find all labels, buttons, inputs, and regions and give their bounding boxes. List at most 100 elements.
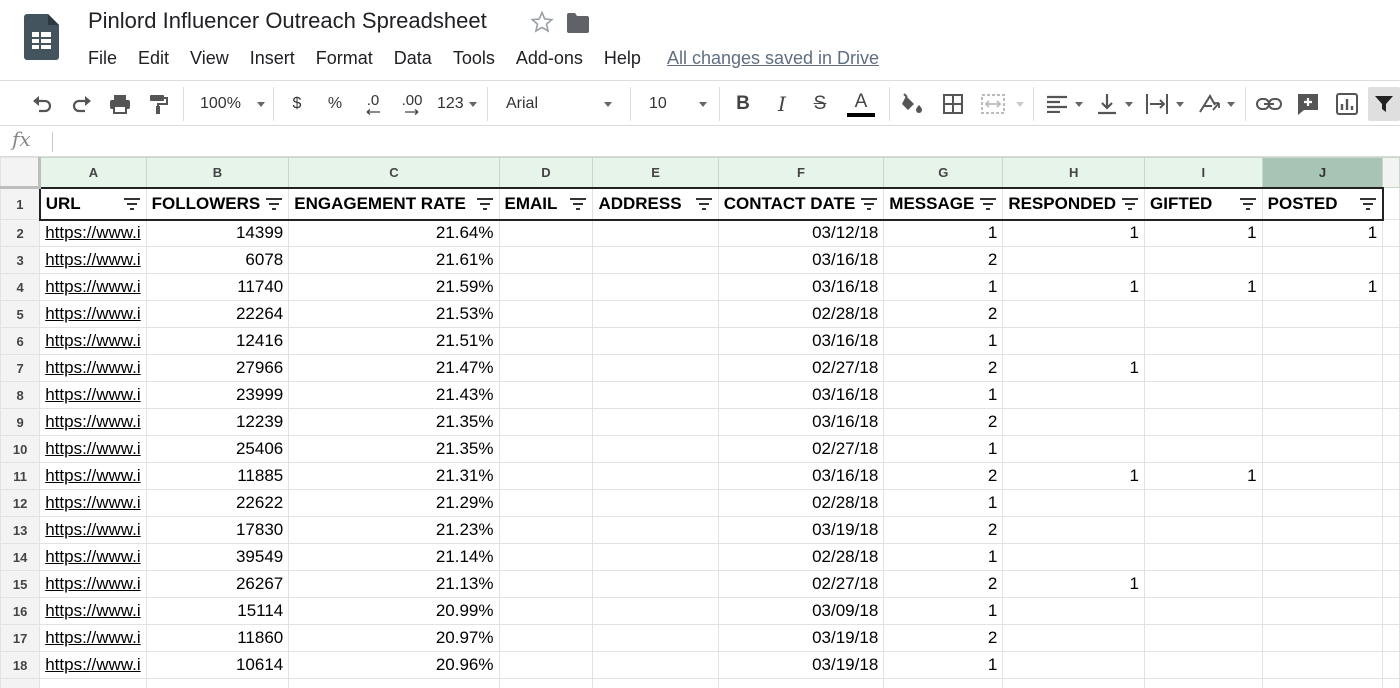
filter-sort-icon[interactable] (695, 197, 713, 211)
table-cell[interactable] (1382, 570, 1400, 598)
table-cell[interactable] (1261, 300, 1384, 328)
table-cell[interactable] (1261, 624, 1384, 652)
table-cell[interactable]: 20.99% (288, 597, 500, 625)
table-cell[interactable]: 2 (883, 624, 1004, 652)
header-cell-contact-date[interactable]: CONTACT DATE (717, 186, 885, 221)
table-cell[interactable] (1382, 597, 1400, 625)
table-cell[interactable] (1144, 543, 1263, 571)
paint-format-icon[interactable] (144, 89, 172, 119)
column-header-i[interactable]: I (1144, 157, 1263, 188)
table-cell[interactable]: 21.53% (288, 300, 500, 328)
table-cell[interactable]: 10614 (145, 651, 290, 679)
table-cell[interactable] (592, 435, 719, 463)
row-header[interactable]: 8 (0, 381, 41, 409)
url-link-cell[interactable]: https://www.i (39, 489, 147, 517)
table-cell[interactable] (1002, 678, 1145, 688)
table-cell[interactable] (1382, 354, 1400, 382)
row-header[interactable]: 5 (0, 300, 41, 328)
table-cell[interactable]: 2 (883, 408, 1004, 436)
table-cell[interactable] (1261, 246, 1384, 274)
font-size-select[interactable]: 10 (649, 89, 707, 119)
table-cell[interactable]: 1 (883, 219, 1004, 247)
column-header-g[interactable]: G (883, 157, 1004, 188)
table-cell[interactable]: 21.61% (288, 246, 500, 274)
table-cell[interactable] (592, 651, 719, 679)
column-header-a[interactable]: A (39, 157, 147, 188)
row-header[interactable]: 1 (0, 187, 41, 220)
table-cell[interactable] (498, 435, 594, 463)
table-cell[interactable] (1144, 435, 1263, 463)
table-cell[interactable] (498, 651, 594, 679)
table-cell[interactable]: 02/28/18 (717, 300, 885, 328)
table-cell[interactable]: 03/16/18 (717, 462, 885, 490)
font-family-select[interactable]: Arial (506, 89, 612, 119)
table-cell[interactable]: 03/16/18 (717, 381, 885, 409)
filter-sort-icon[interactable] (265, 197, 283, 211)
table-cell[interactable] (1382, 381, 1400, 409)
star-icon[interactable] (530, 10, 554, 34)
table-cell[interactable] (498, 543, 594, 571)
filter-sort-icon[interactable] (979, 197, 997, 211)
table-cell[interactable]: 26267 (145, 570, 290, 598)
table-cell[interactable] (1261, 462, 1384, 490)
header-cell-email[interactable]: EMAIL (498, 186, 594, 221)
table-cell[interactable]: 03/16/18 (717, 327, 885, 355)
column-header-j[interactable]: J (1261, 157, 1384, 188)
increase-decimals-button[interactable]: .00 (395, 89, 429, 119)
insert-chart-icon[interactable] (1333, 89, 1361, 119)
row-header[interactable]: 9 (0, 408, 41, 436)
table-cell[interactable] (498, 462, 594, 490)
table-cell[interactable] (1002, 246, 1145, 274)
table-cell[interactable] (592, 570, 719, 598)
table-cell[interactable] (592, 246, 719, 274)
url-link-cell[interactable]: https://www.i (39, 300, 147, 328)
table-cell[interactable]: 03/19/18 (717, 516, 885, 544)
table-cell[interactable] (1002, 300, 1145, 328)
row-header[interactable]: 10 (0, 435, 41, 463)
table-cell[interactable]: 22264 (145, 300, 290, 328)
table-cell[interactable] (1382, 273, 1400, 301)
undo-icon[interactable] (28, 89, 56, 119)
table-cell[interactable] (1002, 489, 1145, 517)
menu-file[interactable]: File (88, 47, 118, 68)
document-title[interactable]: Pinlord Influencer Outreach Spreadsheet (88, 8, 487, 33)
url-link-cell[interactable]: https://www.i (39, 408, 147, 436)
table-cell[interactable]: 03/16/18 (717, 273, 885, 301)
table-cell[interactable] (498, 408, 594, 436)
table-cell[interactable]: 21.35% (288, 435, 500, 463)
table-cell[interactable] (592, 516, 719, 544)
table-cell[interactable]: 2 (883, 462, 1004, 490)
table-cell[interactable] (1144, 354, 1263, 382)
text-wrapping-icon[interactable] (1143, 89, 1171, 119)
table-cell[interactable]: 25406 (145, 435, 290, 463)
table-cell[interactable] (1382, 246, 1400, 274)
table-cell[interactable] (592, 381, 719, 409)
table-cell[interactable] (592, 597, 719, 625)
url-link-cell[interactable]: https://www.i (39, 219, 147, 247)
row-header[interactable]: 17 (0, 624, 41, 652)
table-cell[interactable]: 02/27/18 (717, 435, 885, 463)
filter-sort-icon[interactable] (569, 197, 587, 211)
menu-insert[interactable]: Insert (249, 47, 295, 68)
table-cell[interactable]: 1 (883, 273, 1004, 301)
table-cell[interactable] (592, 273, 719, 301)
table-cell[interactable]: 02/28/18 (717, 489, 885, 517)
header-cell-address[interactable]: ADDRESS (592, 186, 719, 221)
table-cell[interactable]: 02/27/18 (717, 570, 885, 598)
table-cell[interactable]: 1 (883, 327, 1004, 355)
url-link-cell[interactable]: https://www.i (39, 246, 147, 274)
table-cell[interactable]: 15114 (145, 597, 290, 625)
column-header-h[interactable]: H (1002, 157, 1145, 188)
table-cell[interactable]: 03/19/18 (717, 651, 885, 679)
row-header[interactable]: 7 (0, 354, 41, 382)
table-cell[interactable] (592, 408, 719, 436)
table-cell[interactable] (1144, 678, 1263, 688)
column-header-b[interactable]: B (145, 157, 290, 188)
menu-view[interactable]: View (190, 47, 229, 68)
currency-format-button[interactable]: $ (286, 89, 308, 119)
chevron-down-icon[interactable] (1075, 102, 1083, 107)
table-cell[interactable] (1382, 624, 1400, 652)
table-cell[interactable] (498, 381, 594, 409)
percent-format-button[interactable]: % (324, 89, 346, 119)
table-cell[interactable] (592, 489, 719, 517)
